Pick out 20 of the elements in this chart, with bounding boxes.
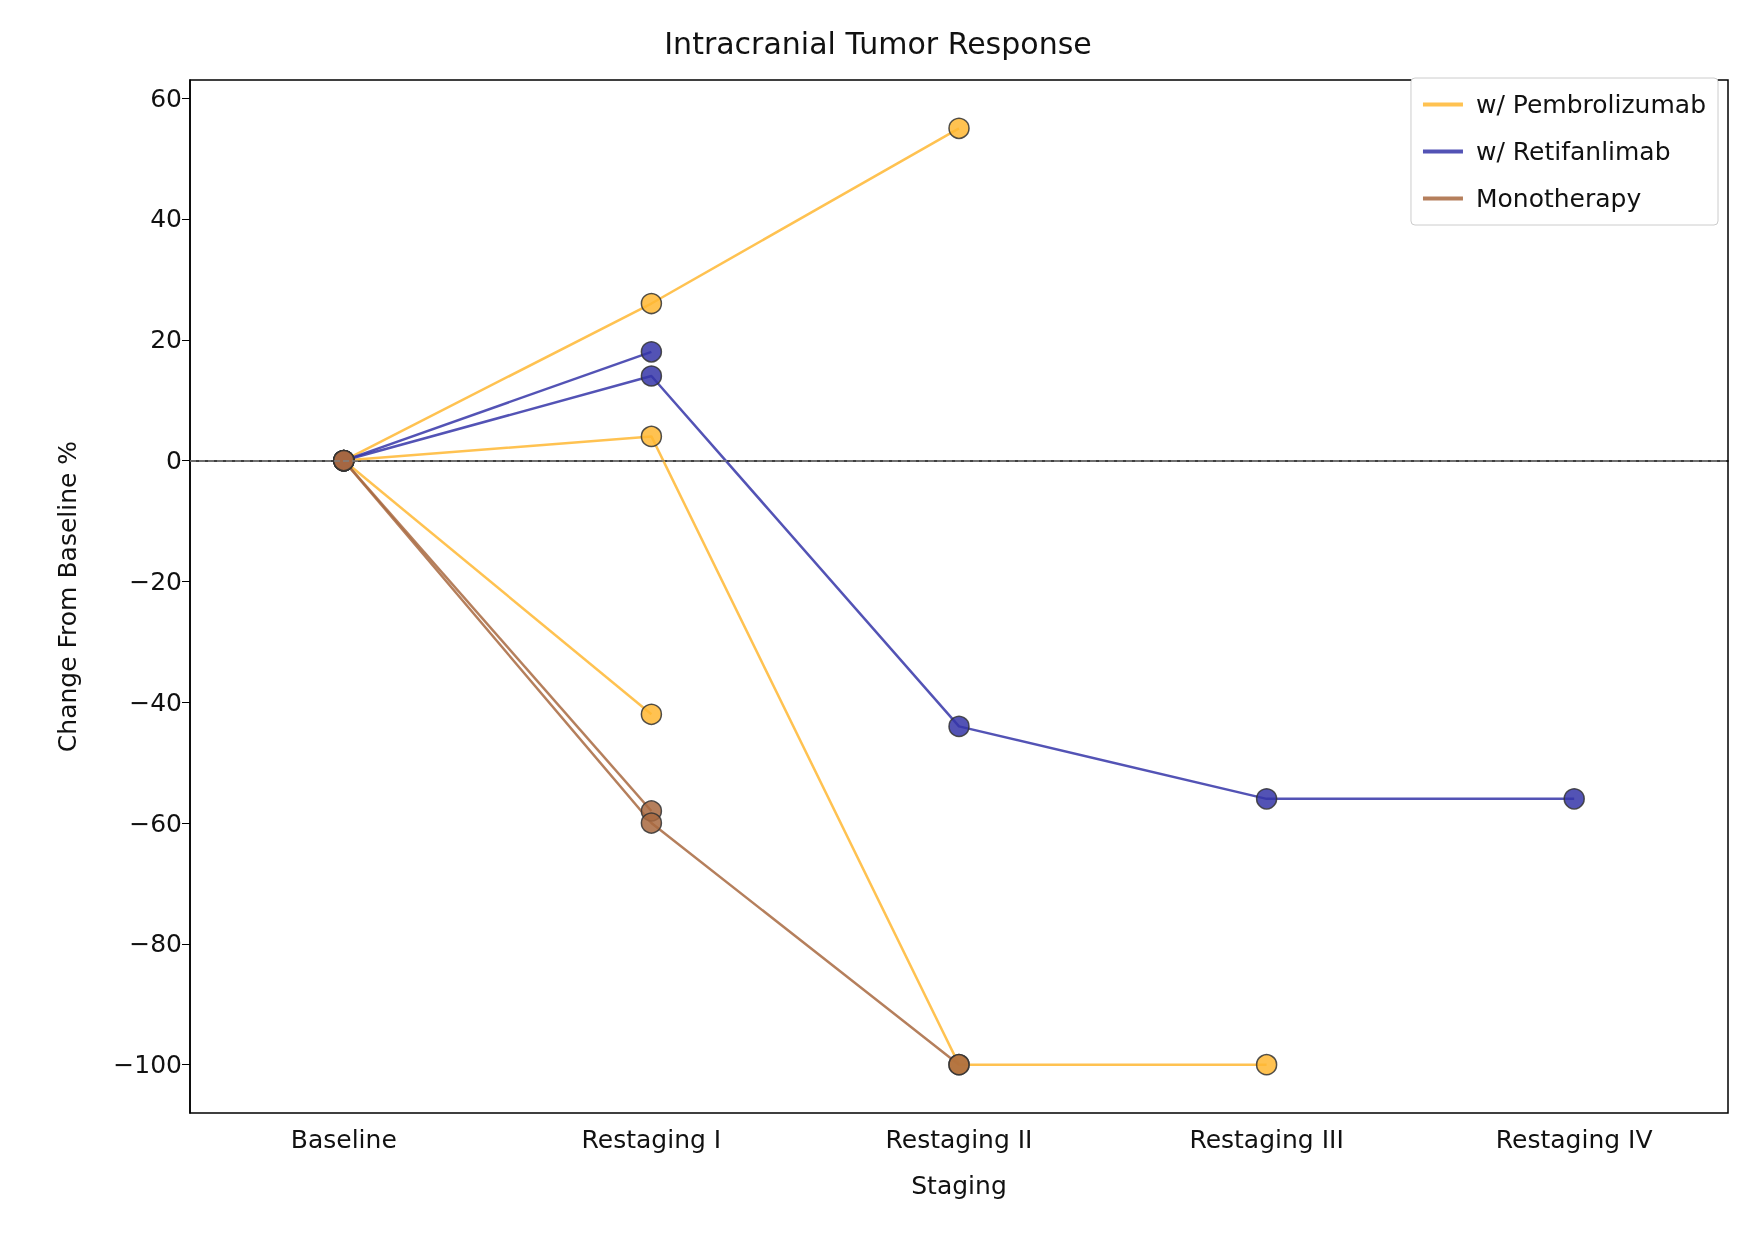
y-tick-label: −60 — [129, 808, 182, 838]
y-tick-label: 60 — [150, 83, 182, 113]
legend-label: w/ Pembrolizumab — [1475, 90, 1706, 119]
y-tick-label: −40 — [129, 687, 182, 717]
y-tick-label: −80 — [129, 929, 182, 959]
y-tick-label: 0 — [166, 446, 182, 476]
x-tick-label: Restaging II — [885, 1125, 1033, 1154]
x-axis-title: Staging — [911, 1171, 1007, 1200]
y-tick-label: 40 — [150, 204, 182, 234]
x-tick-label: Restaging IV — [1495, 1125, 1653, 1154]
y-axis-title: Change From Baseline % — [53, 440, 82, 753]
y-tick-label: 20 — [150, 325, 182, 355]
x-tick-label: Restaging III — [1189, 1125, 1344, 1154]
y-tick-label: −20 — [129, 566, 182, 596]
legend-label: w/ Retifanlimab — [1475, 137, 1671, 166]
y-tick-label: −100 — [113, 1050, 182, 1080]
x-tick-label: Baseline — [290, 1125, 397, 1154]
chart-title: Intracranial Tumor Response — [664, 25, 1092, 61]
legend-label: Monotherapy — [1475, 184, 1642, 213]
x-tick-label: Restaging I — [581, 1125, 722, 1154]
